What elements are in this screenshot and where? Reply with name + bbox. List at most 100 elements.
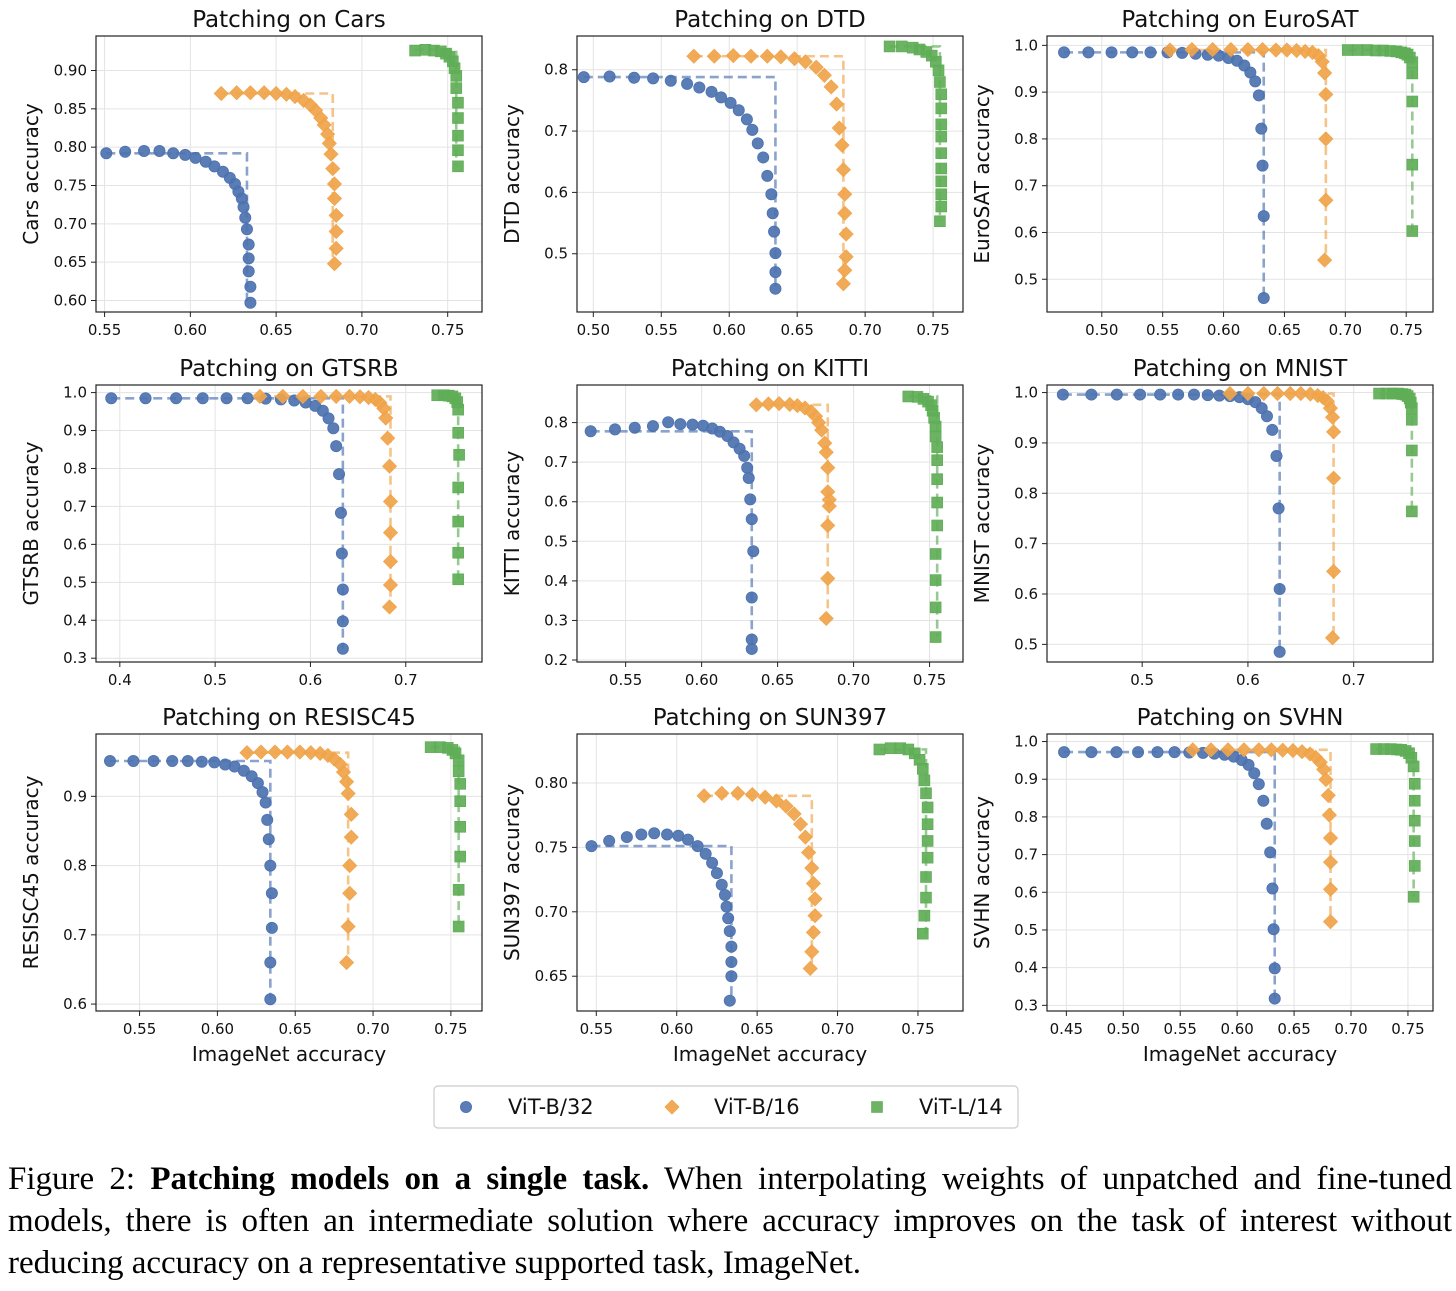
data-point (334, 506, 347, 519)
data-point (343, 829, 359, 845)
x-tick-label: 0.55 (609, 671, 642, 689)
data-point (648, 827, 661, 840)
data-point (1320, 787, 1336, 803)
x-tick-label: 0.60 (1220, 1020, 1253, 1038)
data-point (339, 954, 355, 971)
data-point (751, 137, 764, 150)
data-point (768, 225, 781, 238)
data-point (452, 481, 464, 494)
data-point (1251, 742, 1267, 758)
data-point (921, 818, 934, 830)
legend-entry-vit-b-16: ViT-B/16 (664, 1095, 800, 1119)
data-point (802, 960, 818, 977)
frontier-line-vit-l-14 (430, 745, 460, 927)
data-point (807, 891, 823, 907)
x-tick-label: 0.7 (1342, 671, 1366, 689)
data-point (766, 207, 779, 220)
x-tick-label: 0.6 (299, 671, 323, 689)
y-axis-label: DTD accuracy (500, 104, 524, 244)
data-point (1326, 470, 1342, 486)
chart-patching-on-resisc45: 0.55 0.60 0.65 0.70 0.75 0.6 0.7 0.8 0.9 Patching… (19, 705, 483, 1066)
data-point (816, 67, 832, 83)
data-point (264, 956, 277, 969)
data-point (196, 392, 209, 405)
data-point (328, 223, 344, 240)
y-tick-label: 0.3 (1014, 996, 1038, 1014)
data-point (452, 765, 465, 778)
data-point (1266, 882, 1279, 895)
y-tick-label: 0.65 (535, 967, 568, 985)
series-vit-l-14 (902, 390, 943, 643)
data-point (452, 129, 464, 142)
data-point (1205, 42, 1221, 58)
data-point (742, 471, 755, 484)
data-point (181, 755, 194, 768)
data-point (450, 82, 463, 94)
plot-frame (95, 384, 483, 663)
data-point (265, 887, 278, 900)
data-point (452, 112, 464, 124)
data-point (1322, 881, 1339, 897)
data-point (935, 162, 948, 175)
y-tick-label: 0.8 (1014, 130, 1038, 148)
y-tick-label: 0.9 (63, 787, 87, 805)
data-point (1257, 794, 1270, 807)
y-axis-label: GTSRB accuracy (19, 441, 43, 605)
data-point (240, 223, 253, 236)
data-point (931, 454, 943, 466)
data-point (662, 416, 675, 429)
data-point (1255, 122, 1268, 135)
plot-area (96, 734, 482, 1011)
chart-patching-on-cars: 0.55 0.60 0.65 0.70 0.750.600.650.700.750.80… (19, 7, 483, 339)
data-point (1406, 56, 1419, 68)
data-point (326, 190, 343, 207)
series-vit-l-14 (1373, 387, 1418, 518)
data-point (705, 85, 718, 98)
data-point (931, 519, 943, 532)
data-point (820, 460, 836, 476)
frontier-line-vit-b-16 (756, 403, 830, 619)
data-point (1282, 385, 1298, 402)
data-point (1351, 44, 1364, 56)
x-tick-label: 0.70 (821, 1020, 854, 1038)
series-vit-l-14 (1341, 44, 1419, 237)
data-point (778, 798, 794, 814)
caption-body: When interpolating weights of unpatched … (8, 1161, 1452, 1281)
x-tick-label: 0.7 (394, 671, 418, 689)
series-vit-b-16 (1222, 385, 1342, 646)
data-point (929, 601, 942, 614)
x-tick-label: 0.55 (123, 1020, 156, 1038)
data-point (244, 296, 257, 309)
data-point (920, 871, 932, 883)
data-point (1270, 450, 1283, 463)
data-point (620, 831, 633, 844)
data-point (252, 388, 268, 404)
data-point (452, 920, 465, 933)
data-point (884, 742, 897, 754)
data-point (1318, 131, 1334, 147)
series-vit-b-32 (1058, 746, 1281, 1005)
x-tick-label: 0.70 (1329, 321, 1362, 339)
chart-title: Patching on SVHN (1137, 705, 1344, 731)
series-vit-b-32 (1056, 388, 1286, 658)
data-point (264, 859, 277, 872)
data-point (166, 755, 179, 768)
data-point (380, 430, 396, 446)
data-point (1406, 158, 1419, 171)
data-point (1256, 159, 1269, 172)
data-point (835, 162, 851, 178)
data-point (1318, 192, 1334, 208)
data-point (720, 900, 733, 913)
y-tick-label: 0.7 (544, 122, 568, 140)
data-point (1407, 760, 1420, 773)
data-point (768, 793, 784, 809)
data-point (452, 403, 464, 416)
data-point (1326, 563, 1342, 579)
chart-title: Patching on DTD (674, 7, 865, 33)
data-point (1223, 42, 1239, 58)
data-point (935, 118, 948, 131)
data-point (1110, 746, 1123, 759)
legend-box (433, 1085, 1019, 1129)
data-point (189, 151, 202, 164)
data-point (239, 211, 252, 224)
